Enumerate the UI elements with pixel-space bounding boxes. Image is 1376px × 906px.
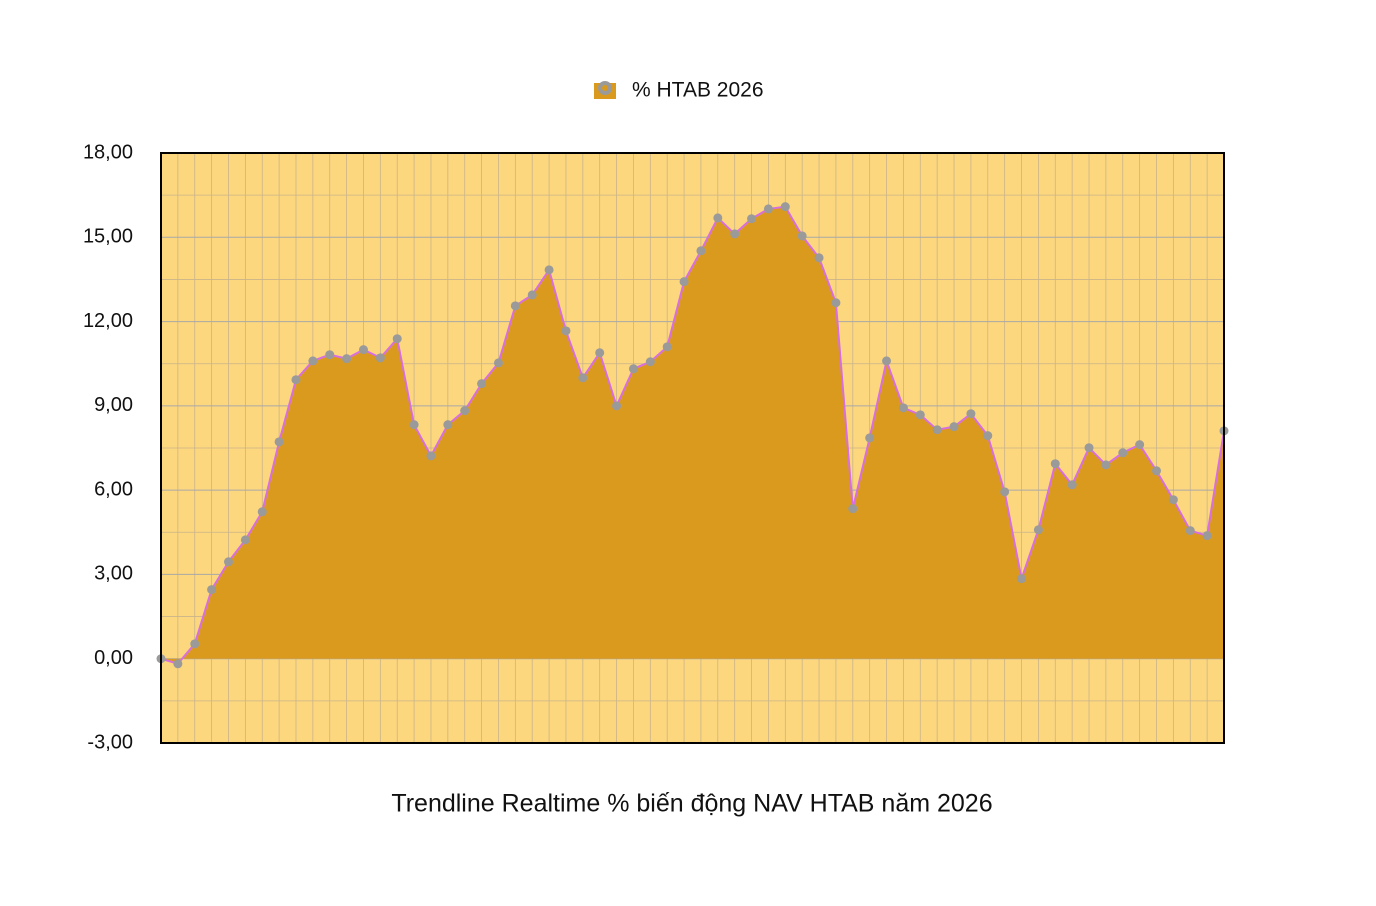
point — [747, 214, 757, 224]
point — [628, 364, 638, 374]
point — [831, 298, 841, 308]
point — [477, 379, 487, 389]
point — [612, 401, 622, 411]
point — [696, 246, 706, 256]
point — [240, 535, 250, 545]
point — [730, 229, 740, 239]
point — [409, 420, 419, 430]
point — [1017, 574, 1027, 584]
point — [797, 231, 807, 241]
point — [865, 433, 875, 443]
point — [848, 504, 858, 514]
point — [207, 585, 217, 595]
point — [679, 277, 689, 287]
point — [325, 350, 335, 360]
point — [392, 334, 402, 344]
point — [763, 204, 773, 214]
plot-border — [160, 152, 1225, 744]
legend-label: % HTAB 2026 — [632, 79, 764, 102]
y-tick-label: 0,00 — [94, 647, 133, 669]
y-tick-label: 18,00 — [83, 141, 133, 163]
chart-title: Trendline Realtime % biến động NAV HTAB … — [391, 790, 992, 818]
area — [161, 206, 1224, 664]
point — [358, 345, 368, 355]
point — [460, 406, 470, 416]
point — [1185, 526, 1195, 536]
point — [595, 348, 605, 358]
point — [882, 356, 892, 366]
point — [443, 420, 453, 430]
point — [578, 373, 588, 383]
point — [713, 213, 723, 223]
point — [173, 659, 183, 669]
y-tick-label: 12,00 — [83, 310, 133, 332]
point — [966, 409, 976, 419]
point — [223, 557, 233, 567]
point — [1033, 525, 1043, 535]
y-tick-label: 6,00 — [94, 478, 133, 500]
point — [1000, 487, 1010, 497]
point — [510, 301, 520, 311]
point — [274, 437, 284, 447]
point — [1135, 440, 1145, 450]
point — [1050, 459, 1060, 469]
y-tick-label: 15,00 — [83, 226, 133, 248]
point — [1084, 443, 1094, 453]
point — [493, 358, 503, 368]
point — [1067, 480, 1077, 490]
point — [780, 202, 790, 212]
point — [561, 326, 571, 336]
point — [932, 425, 942, 435]
point — [375, 353, 385, 363]
point — [898, 403, 908, 413]
point — [949, 422, 959, 432]
point — [1101, 460, 1111, 470]
point — [915, 410, 925, 420]
point — [527, 290, 537, 300]
point — [190, 639, 200, 649]
legend-marker-inner — [602, 85, 608, 91]
point — [662, 342, 672, 352]
point — [426, 451, 436, 461]
point — [983, 431, 993, 441]
y-tick-label: 3,00 — [94, 563, 133, 585]
point — [1118, 448, 1128, 458]
point — [308, 356, 318, 366]
y-tick-label: 9,00 — [94, 394, 133, 416]
point — [1152, 466, 1162, 476]
point — [544, 265, 554, 275]
point — [291, 375, 301, 385]
line — [160, 205, 1225, 665]
y-tick-label: -3,00 — [87, 731, 133, 753]
point — [342, 354, 352, 364]
point — [1202, 531, 1212, 541]
point — [814, 253, 824, 263]
point — [1168, 495, 1178, 505]
point — [645, 357, 655, 367]
point — [257, 507, 267, 517]
